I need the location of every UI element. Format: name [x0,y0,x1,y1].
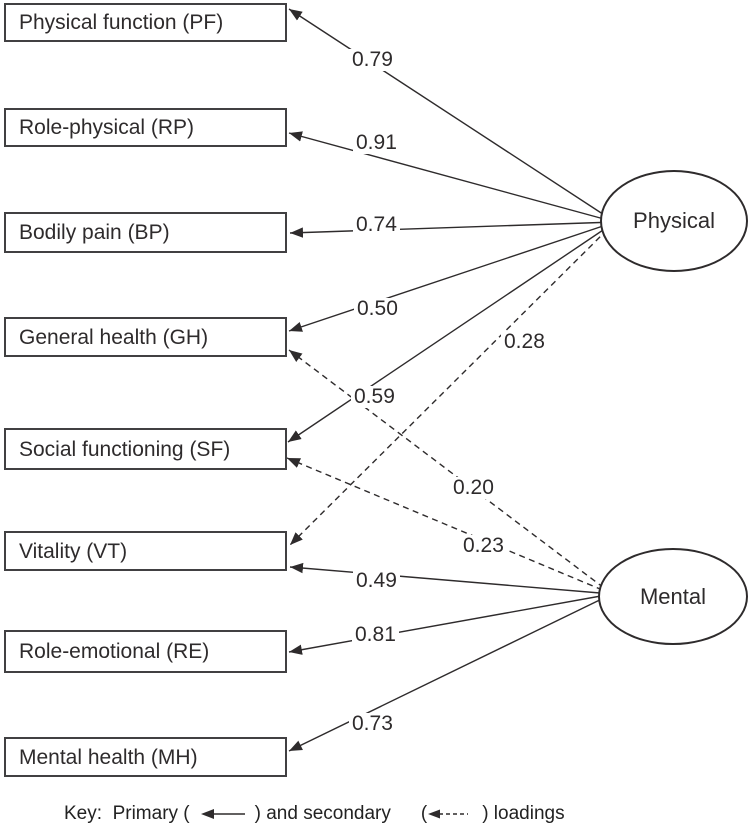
indicator-box-vt: Vitality (VT) [4,531,287,571]
edge-physical-pf [288,8,616,223]
loading-value-physical-gh: 0.50 [354,298,401,320]
indicator-box-rp: Role-physical (RP) [4,108,287,147]
loading-value-physical-sf: 0.59 [351,386,398,408]
indicator-label-re: Role-emotional (RE) [19,640,210,663]
indicator-label-gh: General health (GH) [19,325,209,349]
indicator-label-bp: Bodily pain (BP) [19,221,170,244]
edge-physical-gh [288,221,616,332]
edge-physical-bp [289,221,616,238]
factor-label-physical: Physical [633,208,715,233]
loading-value-physical-pf: 0.79 [349,49,396,71]
indicator-label-pf: Physical function (PF) [19,11,224,34]
factor-ellipse-mental: Mental [598,548,748,645]
edge-physical-sf [287,221,616,443]
factor-label-mental: Mental [639,583,707,609]
edge-physical-vt-secondary [289,221,616,546]
indicator-box-bp: Bodily pain (BP) [4,212,287,253]
key-open-paren: ( [420,803,428,824]
edge-mental-vt [289,562,613,595]
indicator-box-re: Role-emotional (RE) [4,630,287,673]
indicator-label-sf: Social functioning (SF) [19,437,231,461]
edge-mental-re [288,593,613,655]
key-suffix: ) loadings [482,803,565,824]
loading-value-mental-vt: 0.49 [353,570,400,592]
factor-ellipse-physical: Physical [600,170,748,272]
indicator-label-vt: Vitality (VT) [19,539,128,563]
indicator-box-gh: General health (GH) [4,317,287,357]
loading-value-mental-gh: 0.20 [450,477,497,499]
indicator-box-pf: Physical function (PF) [4,3,287,42]
indicator-label-mh: Mental health (MH) [19,745,198,769]
primary-arrow-icon [200,809,245,819]
loading-value-physical-bp: 0.74 [353,214,400,236]
key-middle: ) and secondary [254,803,391,824]
loading-value-mental-re: 0.81 [352,624,399,646]
indicator-box-sf: Social functioning (SF) [4,428,287,470]
indicator-label-rp: Role-physical (RP) [19,116,195,139]
key-legend: Key: Primary ( ) and secondary ( ) loadi… [64,803,565,825]
edge-mental-mh [288,593,613,752]
loading-value-physical-rp: 0.91 [353,132,400,154]
edge-physical-rp [288,131,616,223]
loading-value-mental-mh: 0.73 [349,713,396,735]
loading-value-mental-sf: 0.23 [460,535,507,557]
indicator-box-mh: Mental health (MH) [4,737,287,777]
edge-mental-gh-secondary [288,349,613,595]
secondary-arrow-icon [428,809,469,819]
key-prefix: Key: Primary ( [64,803,190,824]
loading-value-physical-vt: 0.28 [501,331,548,353]
